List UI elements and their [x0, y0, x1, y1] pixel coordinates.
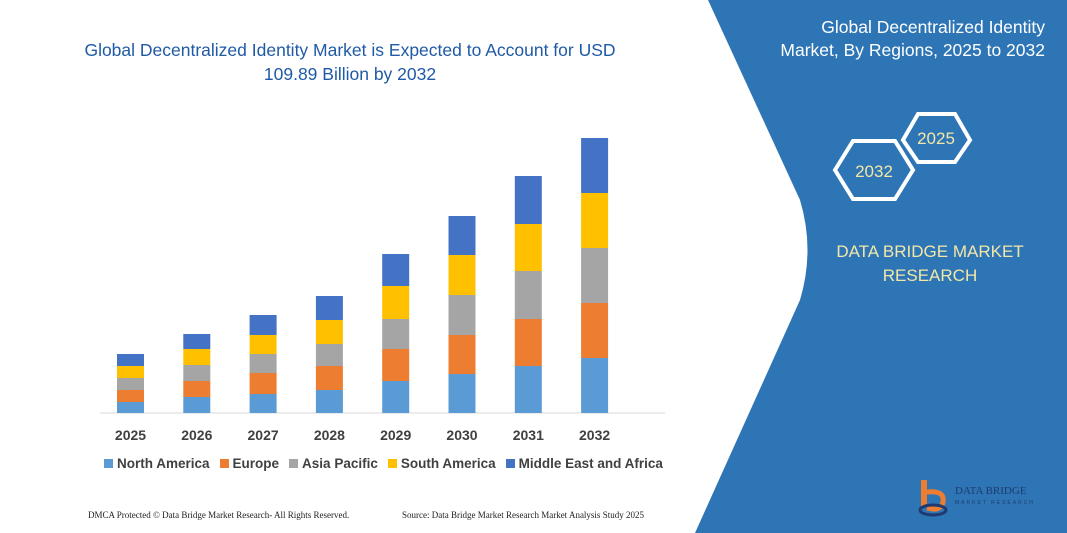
legend-swatch: [219, 459, 229, 468]
bar-2025-asia-pacific: [117, 378, 144, 390]
bar-2032-middle-east-and-africa: [581, 138, 609, 193]
bar-2028-europe: [315, 366, 343, 390]
legend-swatch: [289, 459, 299, 468]
bar-2032-asia-pacific: [581, 248, 609, 303]
bar-2030-middle-east-and-africa: [448, 216, 476, 255]
bar-2031-middle-east-and-africa: [514, 176, 542, 224]
legend-swatch: [505, 459, 515, 468]
logo-text: DATA BRIDGE: [955, 485, 1027, 497]
legend-item: Asia Pacific: [289, 456, 378, 471]
bar-2032-north-america: [581, 358, 609, 413]
bar-2028-middle-east-and-africa: [315, 296, 343, 320]
legend-label: Asia Pacific: [302, 456, 378, 471]
x-tick-label: 2026: [181, 427, 212, 443]
legend-item: Europe: [219, 456, 280, 471]
bar-2026-europe: [183, 381, 211, 397]
bar-2025-north-america: [117, 402, 144, 413]
bar-2031-asia-pacific: [514, 271, 542, 319]
legend-label: South America: [400, 456, 496, 471]
legend-label: North America: [117, 456, 210, 471]
legend-item: South America: [387, 456, 496, 471]
panel-title: Global Decentralized Identity Market, By…: [780, 17, 1045, 60]
bar-2025-south-america: [117, 366, 144, 378]
bar-2027-north-america: [249, 394, 277, 413]
bar-2029-middle-east-and-africa: [382, 254, 410, 286]
x-tick-label: 2025: [115, 427, 146, 443]
bar-2028-south-america: [315, 320, 343, 344]
chart-title: Global Decentralized Identity Market is …: [84, 40, 616, 84]
stacked-bar-chart: 2025 2026 2027 2028 2029 2030 2031 2032: [100, 138, 665, 443]
bar-2032-europe: [581, 303, 609, 358]
brand-name: DATA BRIDGE MARKET RESEARCH: [836, 242, 1024, 285]
legend-label: Middle East and Africa: [518, 456, 663, 471]
source-footer: Source: Data Bridge Market Research Mark…: [402, 510, 644, 520]
bar-2027-asia-pacific: [249, 354, 277, 373]
bar-2030-asia-pacific: [448, 295, 476, 335]
bar-2025-europe: [117, 390, 144, 402]
hex-label-2032: 2032: [855, 162, 893, 181]
hex-label-2025: 2025: [917, 129, 955, 148]
bar-2026-north-america: [183, 397, 211, 413]
legend-swatch: [387, 459, 397, 468]
bar-2027-middle-east-and-africa: [249, 315, 277, 335]
x-tick-label: 2027: [248, 427, 279, 443]
x-tick-label: 2028: [314, 427, 345, 443]
bar-2026-south-america: [183, 349, 211, 365]
x-tick-label: 2030: [446, 427, 477, 443]
bar-2030-south-america: [448, 255, 476, 295]
bar-2027-south-america: [249, 335, 277, 354]
bar-2030-north-america: [448, 374, 476, 413]
bar-2029-asia-pacific: [382, 319, 410, 349]
logo-subtext: MARKET RESEARCH: [955, 500, 1035, 506]
bar-2028-asia-pacific: [315, 344, 343, 366]
legend-item: Middle East and Africa: [505, 456, 663, 471]
legend: North America Europe Asia Pacific South Ame…: [104, 456, 663, 471]
legend-item: North America: [104, 456, 210, 471]
bar-2029-north-america: [382, 381, 410, 413]
bar-2027-europe: [249, 373, 277, 394]
hexagon-2032: [832, 139, 916, 201]
bar-2031-north-america: [514, 366, 542, 413]
bar-2026-asia-pacific: [183, 365, 211, 381]
legend-swatch: [104, 459, 113, 468]
data-bridge-logo-icon: [918, 480, 948, 517]
chart-area: Global Decentralized Identity Market is …: [84, 40, 665, 520]
x-tick-label: 2031: [513, 427, 544, 443]
bar-2029-south-america: [382, 286, 410, 319]
copyright-footer: DMCA Protected © Data Bridge Market Rese…: [88, 510, 350, 520]
x-tick-label: 2029: [380, 427, 411, 443]
x-tick-label: 2032: [579, 427, 610, 443]
bar-2028-north-america: [315, 390, 343, 413]
bar-2031-south-america: [514, 224, 542, 271]
bar-2031-europe: [514, 319, 542, 366]
bar-2029-europe: [382, 349, 410, 381]
bar-2032-south-america: [581, 193, 609, 248]
bar-2026-middle-east-and-africa: [183, 334, 211, 349]
hexagon-2025: [900, 112, 973, 164]
legend-label: Europe: [232, 456, 280, 471]
bar-2025-middle-east-and-africa: [117, 354, 144, 366]
bar-2030-europe: [448, 335, 476, 374]
